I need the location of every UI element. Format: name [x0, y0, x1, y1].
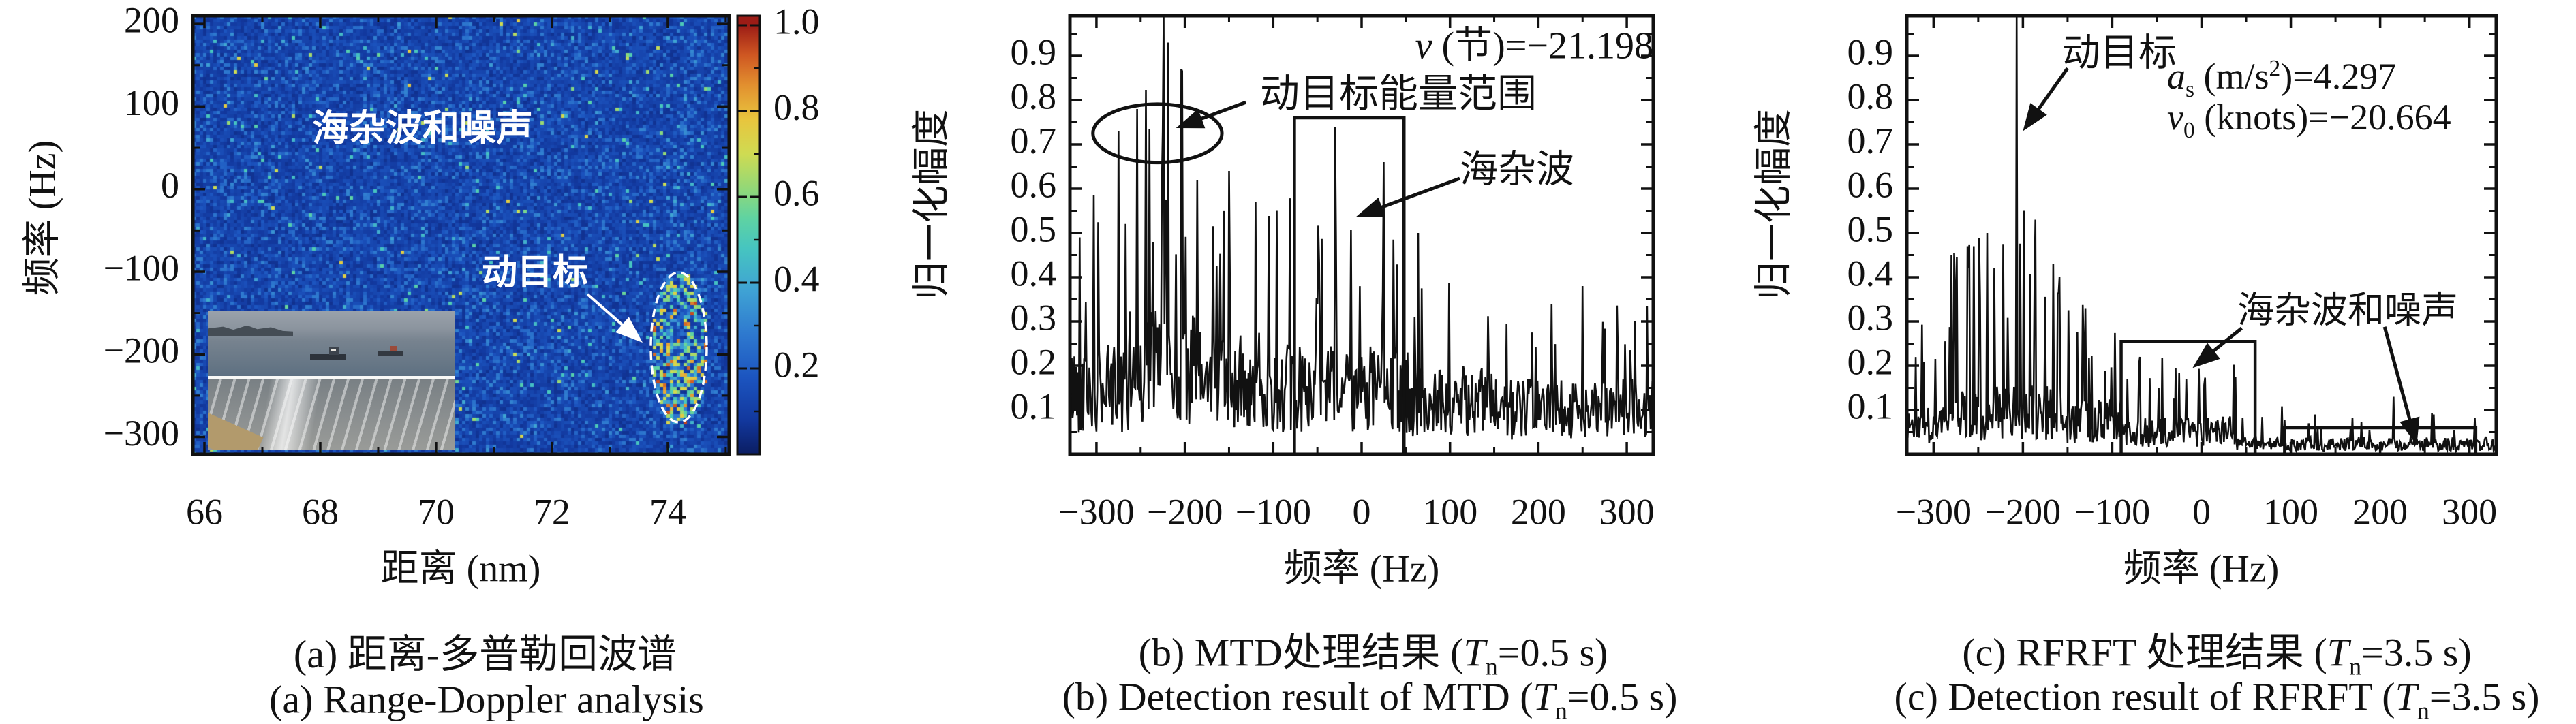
- y-tick-label: 0.5: [1011, 208, 1057, 249]
- y-tick-label: 0.1: [1011, 385, 1057, 426]
- x-tick-label: 74: [649, 491, 686, 532]
- inset-ship-1: [310, 347, 346, 360]
- x-tick-label: 200: [2352, 491, 2408, 532]
- y-tick-label: 200: [124, 0, 179, 41]
- b-velocity-annotation: v (节)=−21.198: [1415, 25, 1653, 67]
- x-tick-label: 70: [418, 491, 455, 532]
- c-clutter-arrow-1-head: [2192, 343, 2220, 368]
- b-target-ellipse: [1091, 102, 1224, 165]
- b-caption-en: (b) Detection result of MTD (Tn=0.5 s): [1062, 674, 1678, 724]
- b-clutter-box: [1293, 116, 1406, 456]
- colorbar-tick-label: 1.0: [773, 1, 820, 42]
- x-tick-label: 66: [186, 491, 223, 532]
- x-tick-label: −200: [1985, 491, 2061, 532]
- a-target-annotation: 动目标: [481, 253, 589, 293]
- y-tick-label: −300: [104, 413, 179, 454]
- y-tick-label: 0.8: [1011, 76, 1057, 116]
- x-tick-label: 300: [1599, 491, 1655, 532]
- x-tick-label: 200: [1511, 491, 1566, 532]
- y-tick-label: 0.5: [1847, 208, 1894, 249]
- y-tick-label: 0.2: [1847, 341, 1894, 382]
- y-tick-label: 0.3: [1011, 297, 1057, 338]
- x-tick-label: 0: [1353, 491, 1371, 532]
- a-x-axis-label: 距离 (nm): [380, 548, 541, 591]
- x-tick-label: −300: [1896, 491, 1972, 532]
- b-y-axis-label: 归一化幅度: [910, 109, 953, 300]
- x-tick-label: −100: [1236, 491, 1311, 532]
- y-tick-label: 0.6: [1847, 164, 1894, 205]
- x-tick-label: −100: [2074, 491, 2150, 532]
- colorbar-tick-label: 0.4: [773, 258, 820, 299]
- y-tick-label: 0.9: [1011, 31, 1057, 72]
- a-target-ellipse: [649, 271, 708, 424]
- inset-divider-line: [208, 376, 455, 379]
- c-x-axis-label: 频率 (Hz): [2123, 548, 2280, 591]
- a-clutter-annotation: 海杂波和噪声: [312, 108, 533, 149]
- y-tick-label: 0.3: [1847, 297, 1894, 338]
- c-caption-zh: (c) RFRFT 处理结果 (Tn=3.5 s): [1962, 630, 2472, 680]
- c-clutter-box2: [2283, 426, 2478, 456]
- c-clutter-box1: [2119, 340, 2257, 456]
- x-tick-label: 0: [2192, 491, 2211, 532]
- c-target-annotation: 动目标: [2062, 32, 2177, 75]
- c-velocity-annotation: v0 (knots)=−20.664: [2167, 97, 2451, 143]
- y-tick-label: −200: [104, 330, 179, 371]
- b-x-axis-label: 频率 (Hz): [1283, 548, 1440, 591]
- sea-photo-inset: [208, 311, 455, 450]
- c-caption-en: (c) Detection result of RFRFT (Tn=3.5 s): [1894, 674, 2540, 724]
- x-tick-label: −200: [1147, 491, 1223, 532]
- y-tick-label: 0: [161, 165, 179, 206]
- colorbar-tick-label: 0.6: [773, 172, 820, 213]
- a-target-arrow-head: [615, 317, 643, 343]
- colorbar-tick-label: 0.2: [773, 344, 820, 385]
- b-clutter-arrow-head: [1356, 198, 1385, 217]
- inset-ship-2: [378, 346, 403, 356]
- x-tick-label: 72: [534, 491, 570, 532]
- x-tick-label: −300: [1058, 491, 1134, 532]
- c-clutter-arrow-2-line: [2382, 326, 2412, 424]
- b-target-range-arrow-line: [1197, 100, 1246, 122]
- y-tick-label: 0.7: [1011, 120, 1057, 161]
- b-target-range-arrow-head: [1176, 109, 1206, 129]
- b-spectrum-line: [1070, 16, 1653, 440]
- a-y-axis-label: 频率 (Hz): [21, 140, 64, 296]
- c-target-arrow-line: [2035, 67, 2069, 114]
- y-tick-label: 0.7: [1847, 120, 1894, 161]
- y-tick-label: −100: [104, 247, 179, 288]
- x-tick-label: 100: [2263, 491, 2318, 532]
- b-clutter-arrow-line: [1377, 176, 1460, 210]
- c-y-axis-label: 归一化幅度: [1753, 109, 1796, 300]
- y-tick-label: 0.1: [1847, 385, 1894, 426]
- y-tick-label: 0.9: [1847, 31, 1894, 72]
- c-acceleration-annotation: as (m/s2)=4.297: [2167, 56, 2397, 102]
- b-caption-zh: (b) MTD处理结果 (Tn=0.5 s): [1138, 630, 1608, 680]
- y-tick-label: 0.4: [1011, 253, 1057, 294]
- a-caption-zh: (a) 距离-多普勒回波谱: [293, 632, 677, 676]
- colorbar-tick-label: 0.8: [773, 86, 820, 127]
- a-target-arrow-line: [586, 293, 626, 329]
- x-tick-label: 300: [2442, 491, 2497, 532]
- c-target-arrow-head: [2023, 103, 2047, 131]
- y-tick-label: 0.8: [1847, 76, 1894, 116]
- c-spectrum-line: [1907, 16, 2496, 454]
- b-clutter-annotation: 海杂波: [1460, 148, 1574, 191]
- y-tick-label: 0.4: [1847, 253, 1894, 294]
- c-clutter-noise-annotation: 海杂波和噪声: [2237, 289, 2458, 331]
- c-clutter-arrow-2-head: [2399, 416, 2420, 445]
- y-tick-label: 0.6: [1011, 164, 1057, 205]
- y-tick-label: 0.2: [1011, 341, 1057, 382]
- b-target-range-annotation: 动目标能量范围: [1259, 72, 1537, 116]
- inset-sky-sea: [208, 311, 455, 376]
- y-tick-label: 100: [124, 82, 179, 123]
- a-caption-en: (a) Range-Doppler analysis: [269, 677, 704, 722]
- x-tick-label: 68: [302, 491, 339, 532]
- colorbar: [736, 14, 761, 456]
- a-plot-frame: [191, 14, 731, 456]
- x-tick-label: 100: [1422, 491, 1477, 532]
